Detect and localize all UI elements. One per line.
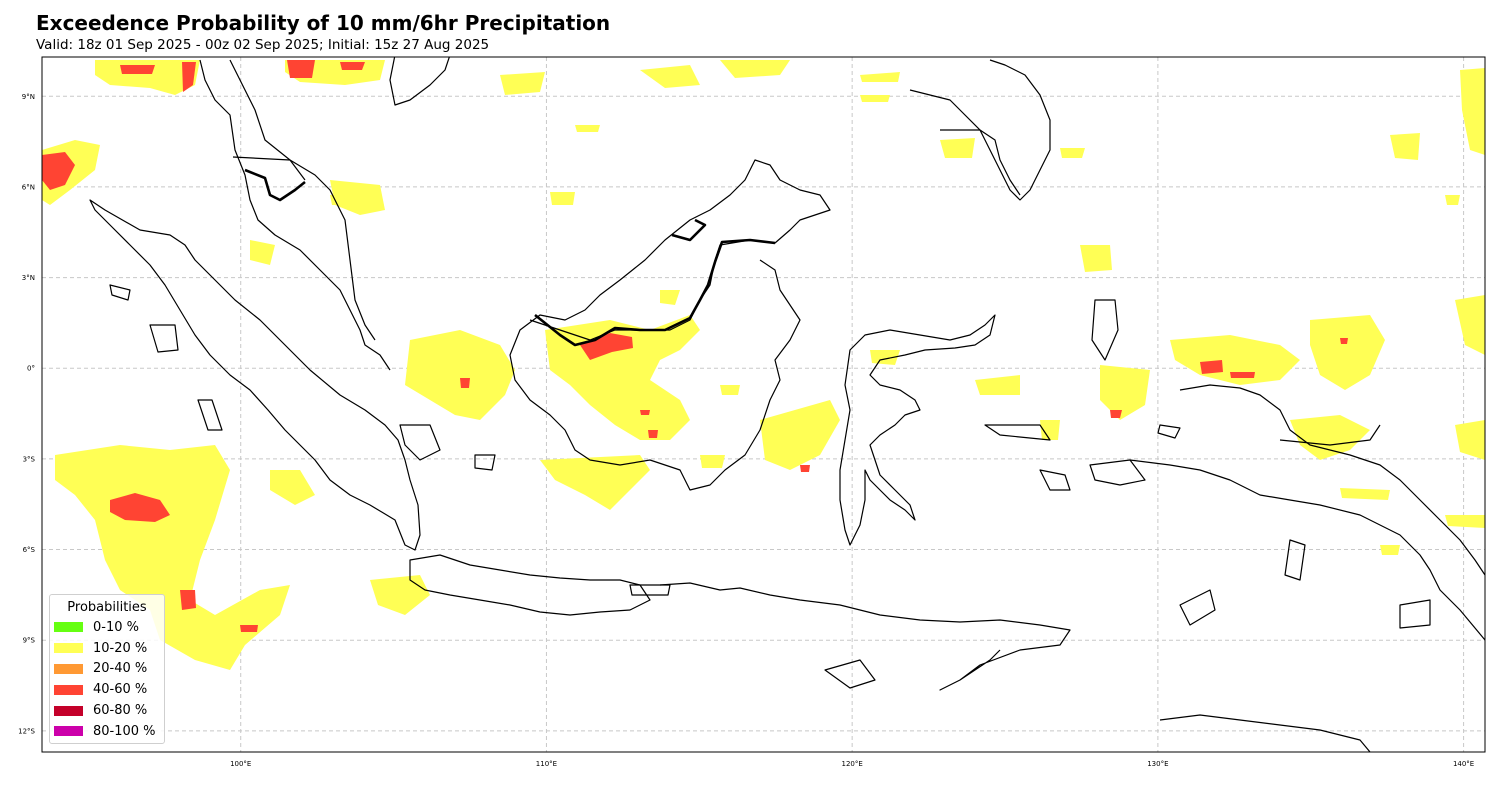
malay-peninsula-west-coast: [199, 59, 391, 371]
cambodia-coast: [389, 57, 450, 106]
nias-island: [197, 399, 223, 431]
legend-item: 80-100 %: [50, 721, 164, 742]
lat-tick-label: 6°S: [23, 546, 36, 554]
thai-border: [232, 156, 306, 181]
tanimbar-island: [1179, 589, 1216, 626]
lesser-sunda-outline: [659, 582, 1071, 691]
legend-label: 10-20 %: [93, 640, 148, 656]
lon-tick-label: 100°E: [230, 760, 251, 768]
longitude-tick-labels: 100°E 110°E 120°E 130°E 140°E: [230, 760, 1474, 768]
buru-island: [1039, 469, 1071, 491]
map-frame: [41, 56, 1486, 753]
legend-item: 0-10 %: [50, 617, 164, 638]
mindanao-inner: [940, 129, 1021, 196]
legend-title: Probabilities: [67, 600, 147, 615]
lon-tick-label: 130°E: [1147, 760, 1168, 768]
legend-swatch: [54, 643, 83, 654]
legend-item: 60-80 %: [50, 700, 164, 721]
national-borders: [244, 168, 776, 347]
legend-label: 80-100 %: [93, 723, 156, 739]
sabah-border: [671, 218, 707, 242]
legend-swatch: [54, 622, 83, 633]
misool-island: [1157, 424, 1181, 439]
borneo-malaysia-border: [534, 238, 776, 347]
bangka-island: [399, 424, 441, 461]
legend-label: 60-80 %: [93, 703, 148, 719]
malay-peninsula-east-coast: [229, 59, 376, 341]
seram-island: [1089, 459, 1146, 486]
legend-item: 40-60 %: [50, 679, 164, 700]
lon-tick-label: 110°E: [536, 760, 557, 768]
bird-head-peninsula: [1279, 424, 1381, 446]
halmahera-island: [1091, 299, 1119, 361]
legend-swatch: [54, 684, 83, 695]
legend: Probabilities 0-10 % 10-20 % 20-40 % 40-60 …: [49, 594, 165, 744]
aru-islands: [1284, 539, 1306, 581]
philippines-mindanao: [909, 59, 1051, 201]
legend-label: 20-40 %: [93, 661, 148, 677]
map-subtitle: Valid: 18z 01 Sep 2025 - 00z 02 Sep 2025…: [36, 37, 490, 53]
lat-tick-label: 12°S: [18, 727, 35, 735]
lon-tick-label: 120°E: [842, 760, 863, 768]
map-title: Exceedence Probability of 10 mm/6hr Prec…: [36, 11, 611, 35]
sumatra-outline: [89, 199, 421, 551]
simeulue-island: [109, 284, 131, 301]
legend-item: 20-40 %: [50, 659, 164, 680]
legend-swatch: [54, 726, 83, 737]
legend-swatch: [54, 663, 83, 674]
madura-island: [629, 584, 671, 596]
java-outline: [409, 554, 651, 616]
map-background: [42, 57, 1485, 752]
kolepom-island: [1399, 599, 1431, 629]
probability-shading: [42, 60, 1485, 670]
lat-tick-label: 0°: [27, 365, 35, 373]
new-guinea-south-coast: [1129, 459, 1485, 641]
lat-tick-label: 9°S: [23, 637, 36, 645]
sumba-island: [824, 659, 876, 689]
legend-item: 10-20 %: [50, 638, 164, 659]
lat-tick-label: 9°N: [22, 93, 35, 101]
belitung-island: [474, 454, 496, 471]
legend-label: 40-60 %: [93, 682, 148, 698]
sumatra-lake: [149, 324, 179, 353]
gridlines: [42, 57, 1485, 752]
new-guinea-north-coast: [1179, 384, 1485, 576]
thailand-malaysia-border: [244, 168, 306, 202]
lat-tick-label: 3°S: [23, 455, 36, 463]
legend-items: 0-10 % 10-20 % 20-40 % 40-60 % 60-80 % 80-100…: [50, 617, 164, 742]
sula-islands: [984, 424, 1051, 441]
legend-swatch: [54, 705, 83, 716]
australia-north-coast: [1159, 714, 1371, 752]
lat-tick-label: 3°N: [22, 274, 35, 282]
lat-tick-label: 6°N: [22, 183, 35, 191]
lon-tick-label: 140°E: [1453, 760, 1474, 768]
latitude-tick-labels: 9°N 6°N 3°N 0° 3°S 6°S 9°S 12°S: [18, 93, 35, 736]
legend-label: 0-10 %: [93, 619, 139, 635]
sulawesi-outline: [839, 314, 996, 546]
